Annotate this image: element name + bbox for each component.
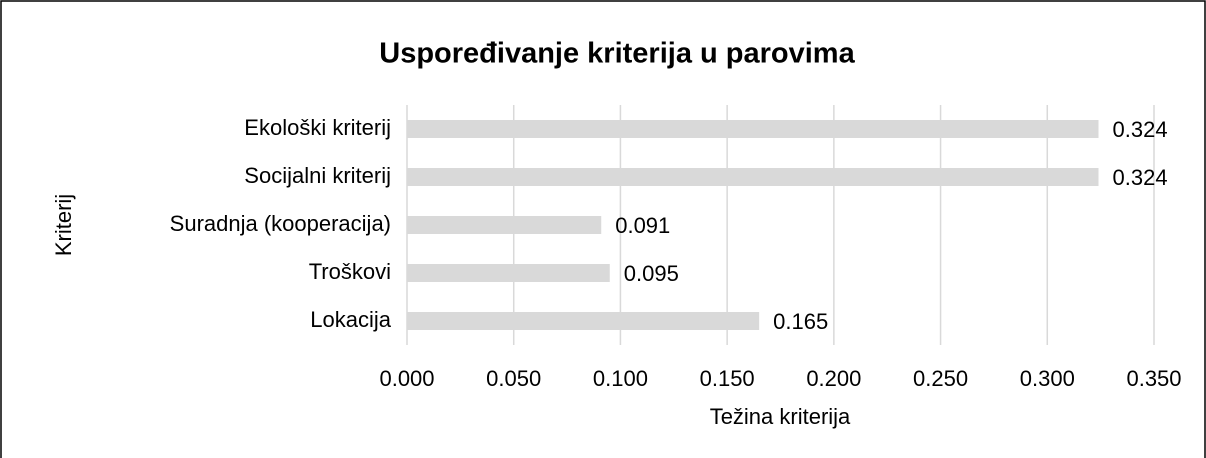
bar	[407, 216, 602, 234]
y-tick-label: Suradnja (kooperacija)	[170, 211, 391, 236]
x-tick-label: 0.150	[700, 366, 755, 391]
x-tick-label: 0.350	[1126, 366, 1181, 391]
bar	[407, 312, 760, 330]
y-axis-title: Kriterij	[51, 194, 76, 256]
x-tick-label: 0.000	[379, 366, 434, 391]
data-label: 0.324	[1113, 165, 1168, 190]
y-tick-label: Socijalni kriterij	[244, 163, 391, 188]
x-tick-label: 0.250	[913, 366, 968, 391]
y-tick-label: Lokacija	[310, 307, 391, 332]
data-label: 0.095	[624, 261, 679, 286]
bar	[407, 120, 1099, 138]
y-tick-label: Ekološki kriterij	[244, 115, 391, 140]
data-label: 0.165	[773, 309, 828, 334]
x-tick-label: 0.200	[806, 366, 861, 391]
x-tick-label: 0.100	[593, 366, 648, 391]
bar	[407, 264, 610, 282]
chart-title: Uspoređivanje kriterija u parovima	[379, 38, 855, 70]
y-tick-label: Troškovi	[309, 259, 391, 284]
data-label: 0.324	[1113, 117, 1168, 142]
x-axis-title: Težina kriterija	[710, 404, 851, 429]
data-label: 0.091	[615, 213, 670, 238]
bar	[407, 168, 1099, 186]
x-tick-label: 0.050	[486, 366, 541, 391]
x-tick-label: 0.300	[1020, 366, 1075, 391]
